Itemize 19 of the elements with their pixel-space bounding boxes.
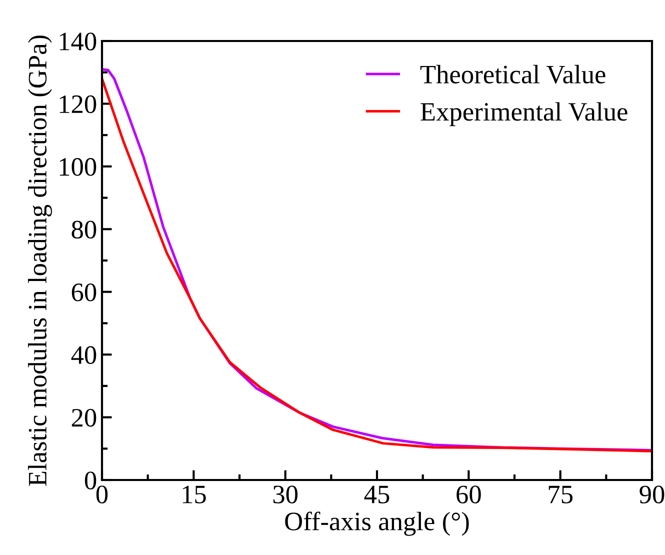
y-tick-label: 120 <box>60 95 96 114</box>
y-tick-label: 60 <box>72 283 96 302</box>
x-tick-label: 75 <box>548 486 572 504</box>
x-tick-label: 90 <box>640 486 664 504</box>
x-tick-label: 45 <box>364 486 390 504</box>
legend-label: Experimental Value <box>420 102 628 126</box>
x-tick-label: 15 <box>182 486 206 504</box>
y-tick-label: 40 <box>71 346 96 364</box>
x-tick-label: 60 <box>456 486 481 504</box>
legend-label: Theoretical Value <box>420 64 606 84</box>
y-tick-label: 20 <box>72 408 96 427</box>
x-tick-label: 30 <box>273 486 298 504</box>
y-tick-label: 100 <box>60 158 96 176</box>
x-tick-label: 0 <box>96 486 108 504</box>
y-tick-label: 140 <box>60 32 96 50</box>
y-axis-title: Elastic modulus in loading direction (GPa) <box>28 36 52 486</box>
x-axis-title: Off-axis angle (°) <box>285 512 469 536</box>
y-tick-label: 80 <box>72 220 96 239</box>
y-tick-label: 0 <box>84 472 96 490</box>
